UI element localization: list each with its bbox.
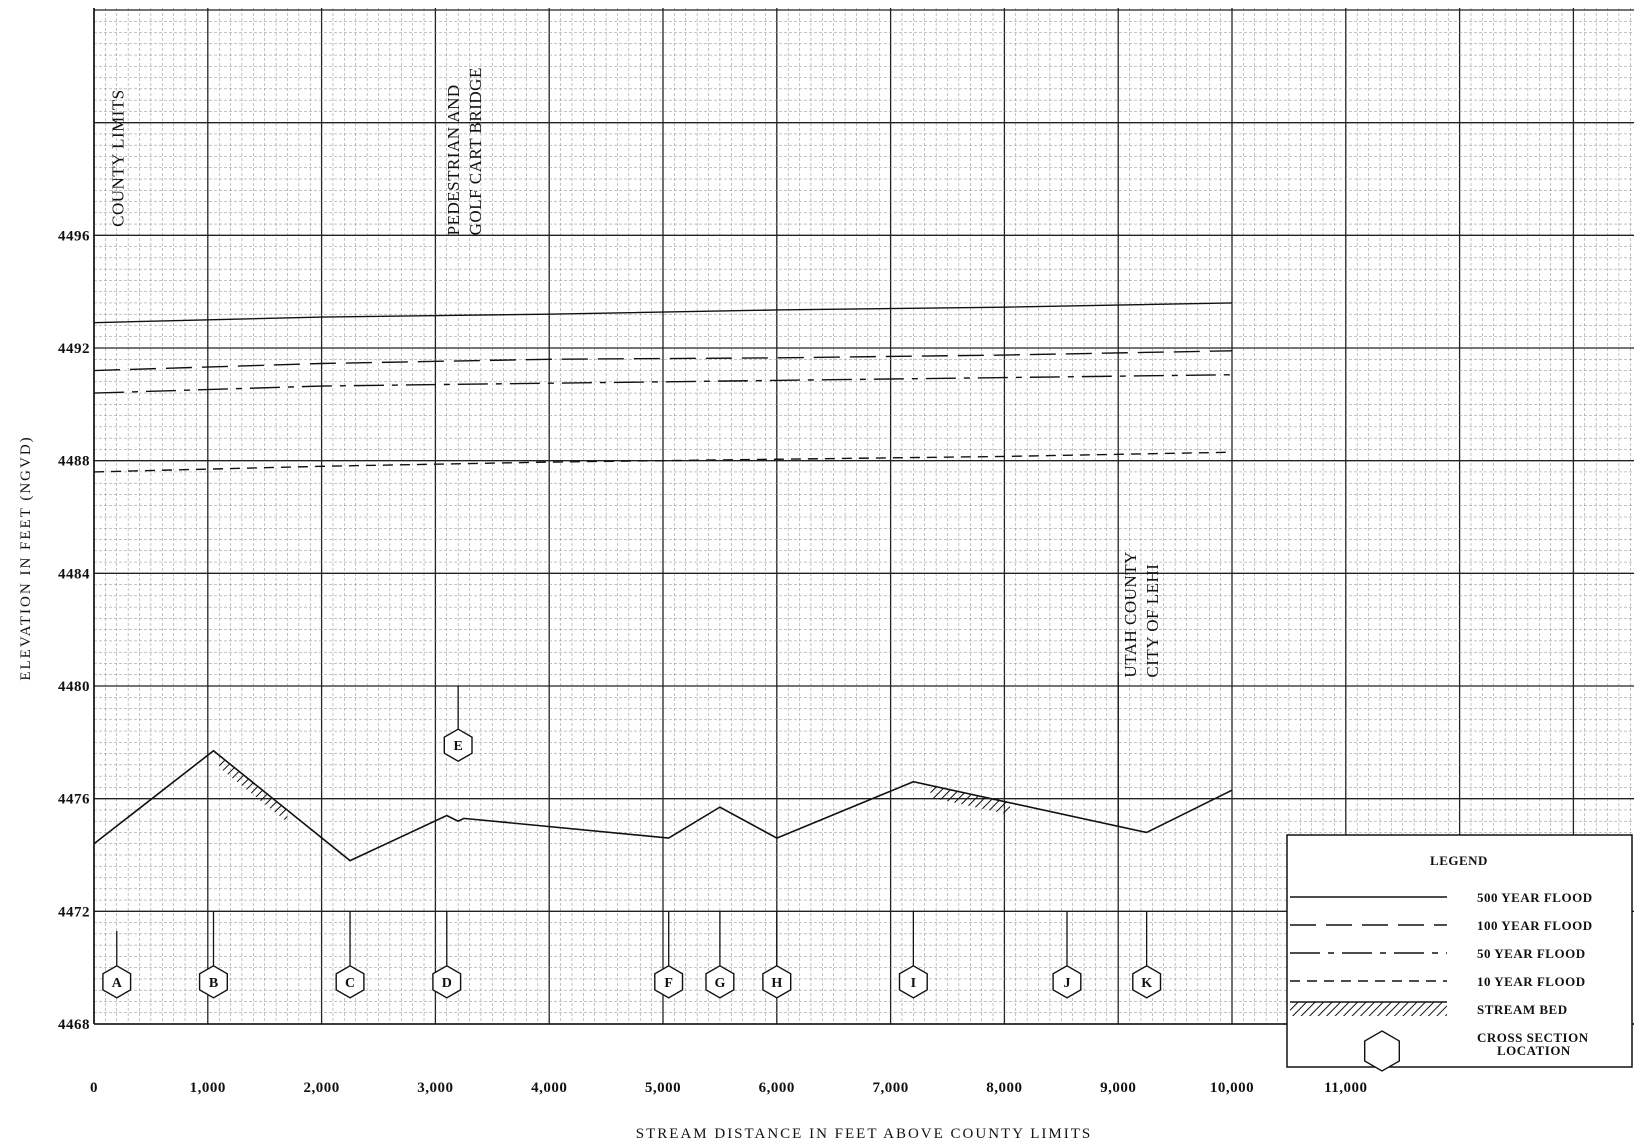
annotation-text: PEDESTRIAN AND: [444, 84, 463, 235]
cross-section-label: D: [442, 976, 452, 991]
cross-section-marker: [198, 964, 228, 999]
x-tick-label: 2,000: [303, 1080, 339, 1096]
y-tick-label: 4488: [58, 454, 90, 470]
cross-section-marker: [443, 728, 473, 763]
series-500-year-flood: [93, 302, 1233, 324]
legend-title: LEGEND: [1430, 853, 1488, 868]
x-tick-label: 7,000: [872, 1080, 908, 1096]
legend-label: STREAM BED: [1477, 1002, 1568, 1017]
y-tick-label: 4496: [58, 228, 90, 244]
series-10-year-flood: [93, 451, 1233, 473]
cross-section-label: E: [453, 739, 462, 754]
cross-section-marker: [654, 964, 684, 999]
series-50-year-flood: [93, 374, 1233, 394]
annotation-text: COUNTY LIMITS: [108, 89, 127, 227]
cross-section-marker: [705, 964, 735, 999]
x-tick-label: 3,000: [417, 1080, 453, 1096]
x-tick-label: 10,000: [1210, 1080, 1254, 1096]
x-tick-label: 6,000: [759, 1080, 795, 1096]
cross-section-label: G: [714, 976, 725, 991]
cross-section-label: K: [1141, 976, 1152, 991]
x-tick-label: 9,000: [1100, 1080, 1136, 1096]
y-tick-label: 4480: [58, 679, 90, 695]
cross-section-marker: [335, 964, 365, 999]
x-tick-label: 0: [90, 1080, 98, 1096]
cross-section-marker: [898, 964, 928, 999]
legend-swatch-hexagon: [1364, 1030, 1400, 1072]
cross-section-marker: [432, 964, 462, 999]
x-axis-title: STREAM DISTANCE IN FEET ABOVE COUNTY LIM…: [636, 1126, 1092, 1142]
cross-section-label: J: [1063, 976, 1070, 991]
cross-section-label: F: [664, 976, 673, 991]
annotation-text: UTAH COUNTY: [1121, 551, 1140, 677]
legend-label: 100 YEAR FLOOD: [1477, 918, 1593, 933]
legend-label: CROSS SECTION: [1477, 1030, 1589, 1045]
cross-section-label: I: [911, 976, 916, 991]
cross-section-marker: [762, 964, 792, 999]
legend-box: [1286, 834, 1633, 1068]
cross-section-marker: [1052, 964, 1082, 999]
x-tick-label: 11,000: [1324, 1080, 1367, 1096]
x-tick-label: 8,000: [986, 1080, 1022, 1096]
annotation-text: CITY OF LEHI: [1143, 564, 1162, 678]
series-100-year-flood: [93, 350, 1233, 372]
cross-section-label: A: [112, 976, 123, 991]
legend-label: 10 YEAR FLOOD: [1477, 974, 1586, 989]
cross-section-marker: [102, 964, 132, 999]
stream-bed-hatch: [219, 755, 288, 823]
legend-label: 500 YEAR FLOOD: [1477, 890, 1593, 905]
x-tick-label: 1,000: [190, 1080, 226, 1096]
y-tick-label: 4468: [58, 1017, 90, 1033]
y-tick-label: 4472: [58, 904, 90, 920]
x-tick-label: 5,000: [645, 1080, 681, 1096]
cross-section-label: H: [771, 976, 782, 991]
cross-section-label: B: [209, 976, 218, 991]
legend-label: LOCATION: [1497, 1043, 1571, 1058]
y-tick-label: 4492: [58, 341, 90, 357]
y-tick-label: 4484: [58, 566, 90, 582]
x-tick-label: 4,000: [531, 1080, 567, 1096]
cross-section-label: C: [345, 976, 355, 991]
legend-swatch-stream-bed: [1290, 1002, 1447, 1016]
stream-bed-hatch: [930, 785, 1011, 815]
cross-section-marker: [1132, 964, 1162, 999]
y-tick-label: 4476: [58, 792, 90, 808]
y-axis-title: ELEVATION IN FEET (NGVD): [18, 435, 34, 680]
annotation-text: GOLF CART BRIDGE: [466, 67, 485, 235]
legend-label: 50 YEAR FLOOD: [1477, 946, 1586, 961]
